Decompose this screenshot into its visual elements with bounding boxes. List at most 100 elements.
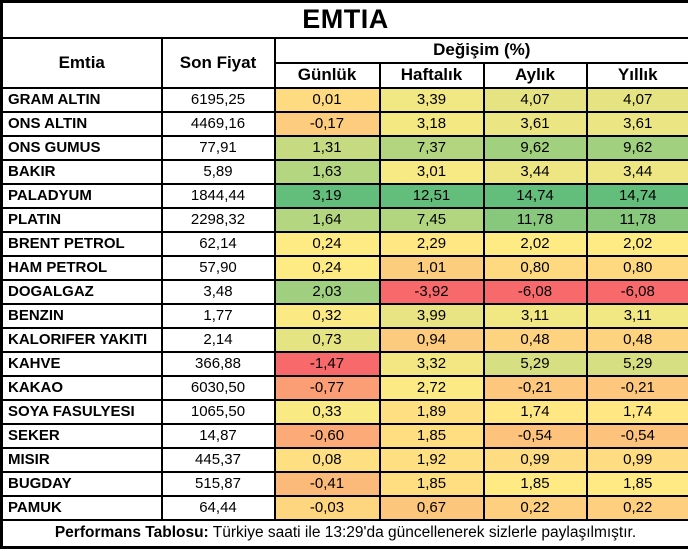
commodity-name: BAKIR: [0, 158, 163, 185]
change-aylik: 3,61: [482, 110, 588, 137]
last-price: 445,37: [160, 446, 276, 473]
column-header-aylik: Aylık: [482, 61, 588, 89]
table-body: GRAM ALTIN 6195,25 0,01 3,39 4,07 4,07 ONS ALT…: [0, 86, 688, 521]
column-header-emtia: Emtia: [0, 36, 163, 89]
commodity-name: PALADYUM: [0, 182, 163, 209]
commodity-name: HAM PETROL: [0, 254, 163, 281]
change-haftalik: 3,18: [378, 110, 485, 137]
last-price: 57,90: [160, 254, 276, 281]
column-header-gunluk: Günlük: [273, 61, 381, 89]
change-haftalik: 3,01: [378, 158, 485, 185]
change-haftalik: 2,29: [378, 230, 485, 257]
table-row: PAMUK 64,44 -0,03 0,67 0,22 0,22: [0, 494, 688, 521]
table-row: SOYA FASULYESI 1065,50 0,33 1,89 1,74 1,74: [0, 398, 688, 425]
last-price: 515,87: [160, 470, 276, 497]
change-haftalik: 0,94: [378, 326, 485, 353]
change-gunluk: 1,31: [273, 134, 381, 161]
change-gunluk: 3,19: [273, 182, 381, 209]
change-gunluk: 1,63: [273, 158, 381, 185]
table-row: GRAM ALTIN 6195,25 0,01 3,39 4,07 4,07: [0, 86, 688, 113]
change-aylik: 0,48: [482, 326, 588, 353]
commodity-name: BRENT PETROL: [0, 230, 163, 257]
change-gunluk: 0,08: [273, 446, 381, 473]
change-gunluk: 0,24: [273, 230, 381, 257]
change-gunluk: -1,47: [273, 350, 381, 377]
change-yillik: 3,61: [585, 110, 688, 137]
change-aylik: -0,21: [482, 374, 588, 401]
change-aylik: 3,44: [482, 158, 588, 185]
change-yillik: 11,78: [585, 206, 688, 233]
change-haftalik: 12,51: [378, 182, 485, 209]
change-gunluk: 0,32: [273, 302, 381, 329]
table-row: BUGDAY 515,87 -0,41 1,85 1,85 1,85: [0, 470, 688, 497]
last-price: 77,91: [160, 134, 276, 161]
last-price: 1,77: [160, 302, 276, 329]
commodity-name: SEKER: [0, 422, 163, 449]
change-aylik: 0,80: [482, 254, 588, 281]
change-yillik: 5,29: [585, 350, 688, 377]
change-aylik: 4,07: [482, 86, 588, 113]
change-haftalik: 3,39: [378, 86, 485, 113]
commodity-name: BENZIN: [0, 302, 163, 329]
commodity-name: KAHVE: [0, 350, 163, 377]
commodity-name: BUGDAY: [0, 470, 163, 497]
last-price: 64,44: [160, 494, 276, 521]
commodity-name: PLATIN: [0, 206, 163, 233]
table-row: KAHVE 366,88 -1,47 3,32 5,29 5,29: [0, 350, 688, 377]
table-row: BENZIN 1,77 0,32 3,99 3,11 3,11: [0, 302, 688, 329]
change-aylik: 0,99: [482, 446, 588, 473]
last-price: 1844,44: [160, 182, 276, 209]
last-price: 2298,32: [160, 206, 276, 233]
header-row-sub: Günlük Haftalık Aylık Yıllık: [2, 61, 688, 89]
change-yillik: 1,85: [585, 470, 688, 497]
change-aylik: 11,78: [482, 206, 588, 233]
footer-row: Performans Tablosu: Türkiye saati ile 13…: [0, 518, 688, 549]
last-price: 62,14: [160, 230, 276, 257]
change-haftalik: 1,85: [378, 422, 485, 449]
change-haftalik: 1,85: [378, 470, 485, 497]
change-haftalik: 0,67: [378, 494, 485, 521]
change-yillik: -0,54: [585, 422, 688, 449]
change-aylik: 3,11: [482, 302, 588, 329]
table-row: ONS GUMUS 77,91 1,31 7,37 9,62 9,62: [0, 134, 688, 161]
change-haftalik: -3,92: [378, 278, 485, 305]
change-yillik: -6,08: [585, 278, 688, 305]
table-row: ONS ALTIN 4469,16 -0,17 3,18 3,61 3,61: [0, 110, 688, 137]
table-row: BAKIR 5,89 1,63 3,01 3,44 3,44: [0, 158, 688, 185]
change-gunluk: 0,01: [273, 86, 381, 113]
change-yillik: 0,99: [585, 446, 688, 473]
column-header-degisim: Değişim (%): [273, 36, 688, 64]
change-aylik: -0,54: [482, 422, 588, 449]
last-price: 14,87: [160, 422, 276, 449]
change-aylik: 2,02: [482, 230, 588, 257]
change-yillik: 2,02: [585, 230, 688, 257]
change-yillik: 0,48: [585, 326, 688, 353]
table-row: MISIR 445,37 0,08 1,92 0,99 0,99: [0, 446, 688, 473]
change-yillik: 3,44: [585, 158, 688, 185]
footer-note-label: Performans Tablosu:: [54, 524, 209, 542]
table-row: KAKAO 6030,50 -0,77 2,72 -0,21 -0,21: [0, 374, 688, 401]
change-yillik: 14,74: [585, 182, 688, 209]
change-gunluk: 1,64: [273, 206, 381, 233]
change-haftalik: 7,37: [378, 134, 485, 161]
commodity-name: KALORIFER YAKITI: [0, 326, 163, 353]
change-gunluk: -0,41: [273, 470, 381, 497]
change-aylik: 9,62: [482, 134, 588, 161]
last-price: 2,14: [160, 326, 276, 353]
table-row: SEKER 14,87 -0,60 1,85 -0,54 -0,54: [0, 422, 688, 449]
change-gunluk: -0,77: [273, 374, 381, 401]
column-header-haftalik: Haftalık: [378, 61, 485, 89]
change-haftalik: 1,89: [378, 398, 485, 425]
change-gunluk: 0,73: [273, 326, 381, 353]
table-row: KALORIFER YAKITI 2,14 0,73 0,94 0,48 0,48: [0, 326, 688, 353]
change-yillik: 4,07: [585, 86, 688, 113]
commodity-name: PAMUK: [0, 494, 163, 521]
commodity-name: ONS GUMUS: [0, 134, 163, 161]
table-row: PALADYUM 1844,44 3,19 12,51 14,74 14,74: [0, 182, 688, 209]
change-aylik: 14,74: [482, 182, 588, 209]
change-haftalik: 7,45: [378, 206, 485, 233]
change-gunluk: 0,33: [273, 398, 381, 425]
last-price: 5,89: [160, 158, 276, 185]
change-yillik: 9,62: [585, 134, 688, 161]
last-price: 366,88: [160, 350, 276, 377]
